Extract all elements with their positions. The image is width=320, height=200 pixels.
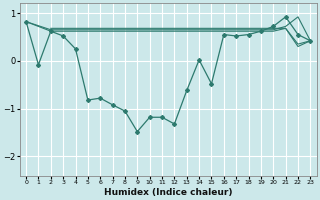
X-axis label: Humidex (Indice chaleur): Humidex (Indice chaleur) [104, 188, 232, 197]
